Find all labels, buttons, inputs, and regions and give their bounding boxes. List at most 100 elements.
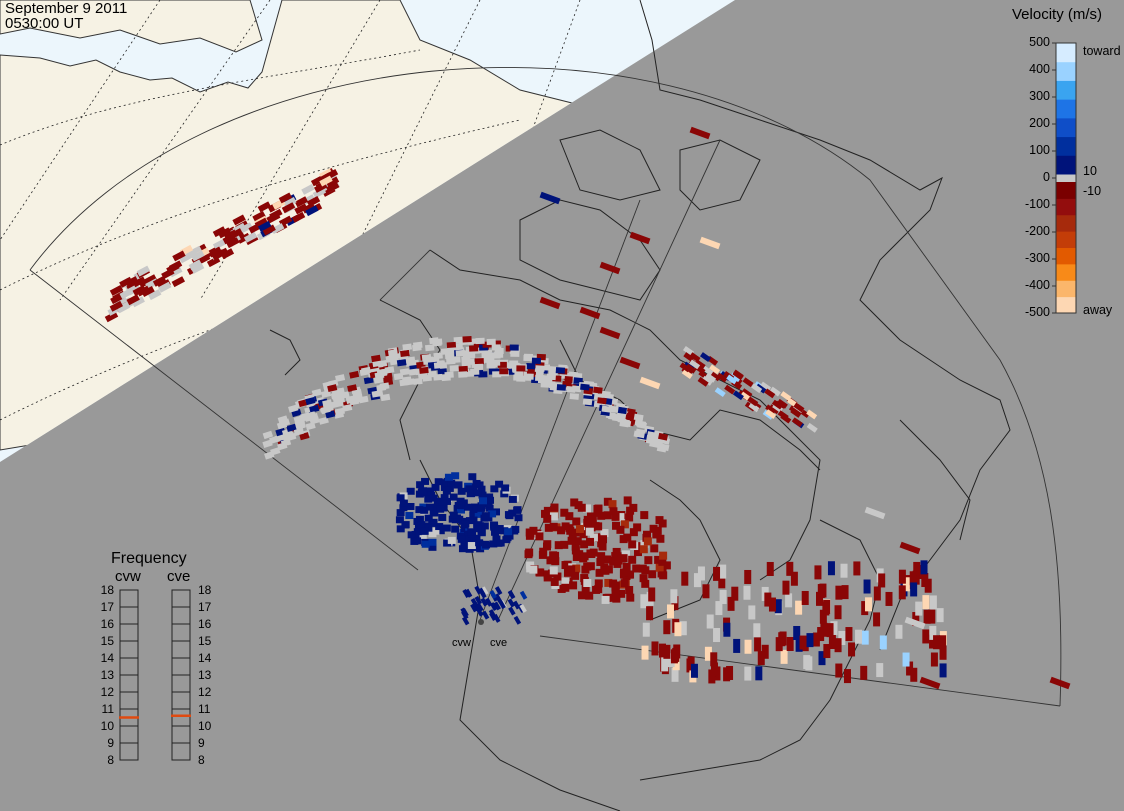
backscatter-cell: [504, 511, 513, 519]
date-label: September 9 2011: [5, 0, 128, 17]
backscatter-cell: [860, 665, 868, 680]
backscatter-cell: [748, 605, 756, 620]
backscatter-cell: [543, 573, 552, 582]
backscatter-cell: [429, 337, 439, 345]
backscatter-cell: [288, 404, 299, 413]
backscatter-cell: [779, 631, 787, 646]
backscatter-cell: [708, 669, 716, 684]
backscatter-cell: [582, 504, 591, 513]
backscatter-cell: [252, 210, 266, 222]
backscatter-cell: [569, 581, 578, 590]
backscatter-cell: [898, 569, 906, 584]
backscatter-cell: [468, 473, 477, 481]
backscatter-cell: [755, 666, 763, 681]
backscatter-cell: [714, 387, 726, 398]
backscatter-cell: [543, 514, 552, 523]
velocity-tick-label: 200: [1029, 116, 1050, 130]
backscatter-cell: [785, 593, 793, 608]
backscatter-cell: [724, 384, 736, 395]
backscatter-cell: [599, 535, 608, 544]
backscatter-cell: [902, 577, 910, 592]
backscatter-cell: [597, 397, 607, 405]
backscatter-cell: [428, 530, 437, 538]
backscatter-cell: [753, 623, 761, 638]
backscatter-cell: [840, 563, 848, 578]
backscatter-cell: [322, 399, 333, 408]
backscatter-cell: [873, 612, 881, 627]
velocity-tick-label: 500: [1029, 35, 1050, 49]
backscatter-cell: [646, 431, 657, 439]
backscatter-cell: [431, 483, 440, 491]
backscatter-cell: [777, 410, 789, 421]
backscatter-cell: [473, 525, 482, 533]
backscatter-cell: [649, 440, 660, 448]
backscatter-cell: [211, 249, 226, 261]
backscatter-cell: [628, 555, 637, 564]
backscatter-cell: [801, 590, 809, 605]
backscatter-cell: [625, 586, 634, 595]
backscatter-cell: [309, 404, 320, 413]
backscatter-cell: [499, 368, 509, 375]
backscatter-cell: [436, 505, 445, 513]
backscatter-cell: [819, 583, 827, 598]
backscatter-cell: [586, 537, 595, 546]
backscatter-cell: [636, 420, 647, 428]
backscatter-cell: [546, 373, 556, 381]
backscatter-cell: [617, 406, 627, 415]
backscatter-cell: [349, 370, 360, 379]
backscatter-cell: [663, 620, 671, 635]
backscatter-cell: [687, 656, 695, 671]
backscatter-cell: [119, 288, 133, 300]
backscatter-cell: [761, 644, 769, 659]
backscatter-cell: [470, 598, 479, 607]
frequency-scale-label: 13: [198, 668, 212, 682]
backscatter-cell: [555, 367, 566, 374]
backscatter-cell: [827, 561, 835, 576]
colorbar-segment: [1056, 43, 1076, 63]
backscatter-cell: [863, 579, 871, 594]
backscatter-cell: [913, 561, 921, 576]
backscatter-cell: [531, 357, 542, 365]
backscatter-cell: [477, 504, 486, 512]
backscatter-cell: [465, 517, 474, 525]
backscatter-cell: [612, 594, 621, 603]
backscatter-cell: [523, 354, 533, 362]
frequency-scale-label: 15: [100, 634, 114, 648]
backscatter-cell: [879, 635, 887, 650]
backscatter-cell: [190, 262, 205, 274]
backscatter-cell: [400, 349, 410, 358]
backscatter-cell: [451, 525, 460, 533]
backscatter-cell: [474, 521, 483, 529]
backscatter-cell: [912, 612, 920, 627]
backscatter-cell: [845, 627, 853, 642]
backscatter-cell: [599, 326, 621, 340]
backscatter-cell: [479, 497, 488, 505]
backscatter-cell: [685, 363, 697, 374]
frequency-scale-label: 10: [100, 719, 114, 733]
backscatter-cell: [922, 629, 930, 644]
backscatter-cell: [458, 365, 468, 373]
backscatter-cell: [460, 540, 469, 548]
backscatter-cell: [172, 250, 186, 262]
backscatter-cell: [603, 555, 612, 564]
backscatter-cell: [679, 621, 687, 636]
backscatter-cell: [744, 639, 752, 654]
backscatter-cell: [408, 368, 419, 376]
backscatter-cell: [152, 275, 167, 287]
backscatter-cell: [305, 205, 319, 217]
backscatter-cell: [305, 422, 316, 431]
backscatter-cell: [489, 540, 498, 548]
backscatter-cell: [689, 126, 711, 140]
backscatter-cell: [659, 551, 668, 560]
backscatter-cell: [790, 408, 802, 418]
backscatter-cell: [701, 375, 713, 386]
backscatter-cell: [109, 300, 124, 312]
backscatter-cell: [812, 632, 820, 647]
backscatter-cell: [689, 359, 701, 370]
backscatter-cell: [326, 181, 340, 193]
backscatter-cell: [441, 479, 450, 487]
frequency-scale-label: 14: [198, 651, 212, 665]
backscatter-cell: [419, 366, 429, 374]
backscatter-cell: [626, 593, 635, 602]
backscatter-cell: [659, 443, 670, 452]
